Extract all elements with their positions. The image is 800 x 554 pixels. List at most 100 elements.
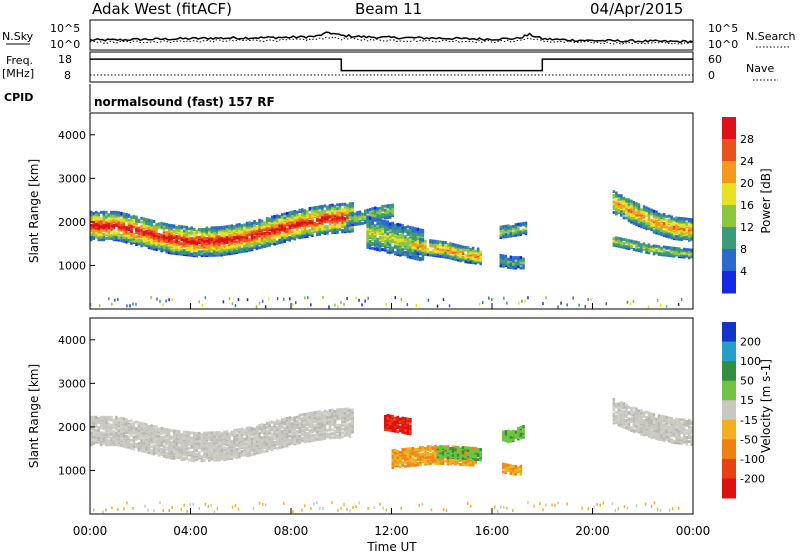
heatmap-cell xyxy=(384,204,387,208)
heatmap-cell xyxy=(331,432,334,436)
heatmap-cell xyxy=(137,226,141,230)
heatmap-cell xyxy=(213,249,216,253)
heatmap-cell xyxy=(107,234,111,238)
heatmap-cell xyxy=(665,215,668,219)
heatmap-cell xyxy=(288,425,291,429)
heatmap-cell xyxy=(620,204,623,208)
heatmap-cell xyxy=(250,437,254,441)
heatmap-cell xyxy=(657,249,661,252)
heatmap-cell xyxy=(102,415,106,419)
heatmap-cell xyxy=(233,449,236,453)
heatmap-cell xyxy=(338,203,342,207)
heatmap-cell xyxy=(542,302,544,306)
heatmap-cell xyxy=(172,236,176,240)
heatmap-cell xyxy=(253,230,256,234)
heatmap-cell xyxy=(112,439,116,443)
heatmap-cell xyxy=(343,202,347,206)
heatmap-cell xyxy=(145,229,148,233)
heatmap-cell xyxy=(381,205,384,208)
heatmap-cell xyxy=(228,435,231,438)
heatmap-cell xyxy=(615,194,618,198)
colorbar-tick-label: 28 xyxy=(740,133,754,146)
heatmap-cell xyxy=(95,432,98,436)
heatmap-cell xyxy=(401,235,404,239)
heatmap-cell xyxy=(102,436,106,440)
heatmap-cell xyxy=(419,237,422,241)
heatmap-cell xyxy=(404,250,407,254)
heatmap-cell xyxy=(237,298,240,302)
heatmap-cell xyxy=(401,233,404,237)
heatmap-cell xyxy=(275,219,279,223)
heatmap-cell xyxy=(343,303,345,306)
heatmap-cell xyxy=(240,233,244,237)
heatmap-cell xyxy=(120,425,123,429)
heatmap-cell xyxy=(316,410,319,414)
heatmap-cell xyxy=(185,437,188,441)
heatmap-cell xyxy=(190,445,193,449)
heatmap-cell xyxy=(341,208,344,212)
heatmap-cell xyxy=(200,439,204,443)
heatmap-cell xyxy=(366,227,369,231)
heatmap-cell xyxy=(291,226,294,230)
heatmap-cell xyxy=(253,427,256,431)
heatmap-cell xyxy=(439,252,442,256)
heatmap-cell xyxy=(346,218,349,222)
heatmap-cell xyxy=(270,420,274,424)
heatmap-cell xyxy=(160,248,163,251)
heatmap-cell xyxy=(373,224,377,228)
heatmap-cell xyxy=(466,254,470,257)
heatmap-cell xyxy=(250,427,254,430)
heatmap-cell xyxy=(308,429,312,432)
heatmap-cell xyxy=(135,215,138,219)
heatmap-cell xyxy=(140,224,143,228)
heatmap-cell xyxy=(135,302,137,306)
heatmap-cell xyxy=(348,211,352,215)
heatmap-cell xyxy=(301,436,304,440)
heatmap-cell xyxy=(311,418,314,422)
heatmap-cell xyxy=(142,425,146,429)
heatmap-cell xyxy=(203,455,206,459)
heatmap-cell xyxy=(318,210,322,214)
heatmap-cell xyxy=(635,221,638,225)
heatmap-cell xyxy=(140,244,143,248)
heatmap-cell xyxy=(105,236,108,240)
heatmap-cell xyxy=(273,430,276,434)
heatmap-cell xyxy=(384,242,387,246)
heatmap-cell xyxy=(225,227,229,231)
heatmap-cell xyxy=(90,415,93,419)
heatmap-cell xyxy=(185,430,188,434)
heatmap-cell xyxy=(162,439,166,443)
heatmap-cell xyxy=(283,239,286,243)
heatmap-cell xyxy=(275,435,279,439)
heatmap-cell xyxy=(358,210,362,214)
heatmap-cell xyxy=(175,235,178,239)
heatmap-cell xyxy=(220,245,224,249)
heatmap-cell xyxy=(464,256,467,260)
heatmap-cell xyxy=(115,210,118,214)
heatmap-cell xyxy=(152,225,156,229)
heatmap-cell xyxy=(273,215,276,218)
heatmap-cell xyxy=(142,422,146,426)
heatmap-cell xyxy=(655,219,658,223)
heatmap-cell xyxy=(157,441,161,445)
heatmap-cell xyxy=(280,224,284,228)
heatmap-cell xyxy=(293,429,296,433)
heatmap-cell xyxy=(424,246,427,250)
heatmap-cell xyxy=(336,228,339,232)
heatmap-cell xyxy=(288,438,291,442)
heatmap-cell xyxy=(243,428,246,432)
heatmap-cell xyxy=(331,203,334,207)
heatmap-cell xyxy=(245,248,249,251)
heatmap-cell xyxy=(238,434,241,438)
nsky-series-line xyxy=(89,31,694,44)
heatmap-cell xyxy=(308,229,312,233)
heatmap-cell xyxy=(348,225,352,229)
heatmap-cell xyxy=(512,227,515,231)
heatmap-cell xyxy=(115,217,118,221)
heatmap-cell xyxy=(391,232,394,236)
heatmap-cell xyxy=(524,299,526,303)
heatmap-cell xyxy=(117,417,121,421)
heatmap-cell xyxy=(120,211,123,215)
heatmap-cell xyxy=(675,224,678,228)
heatmap-cell xyxy=(296,430,299,433)
